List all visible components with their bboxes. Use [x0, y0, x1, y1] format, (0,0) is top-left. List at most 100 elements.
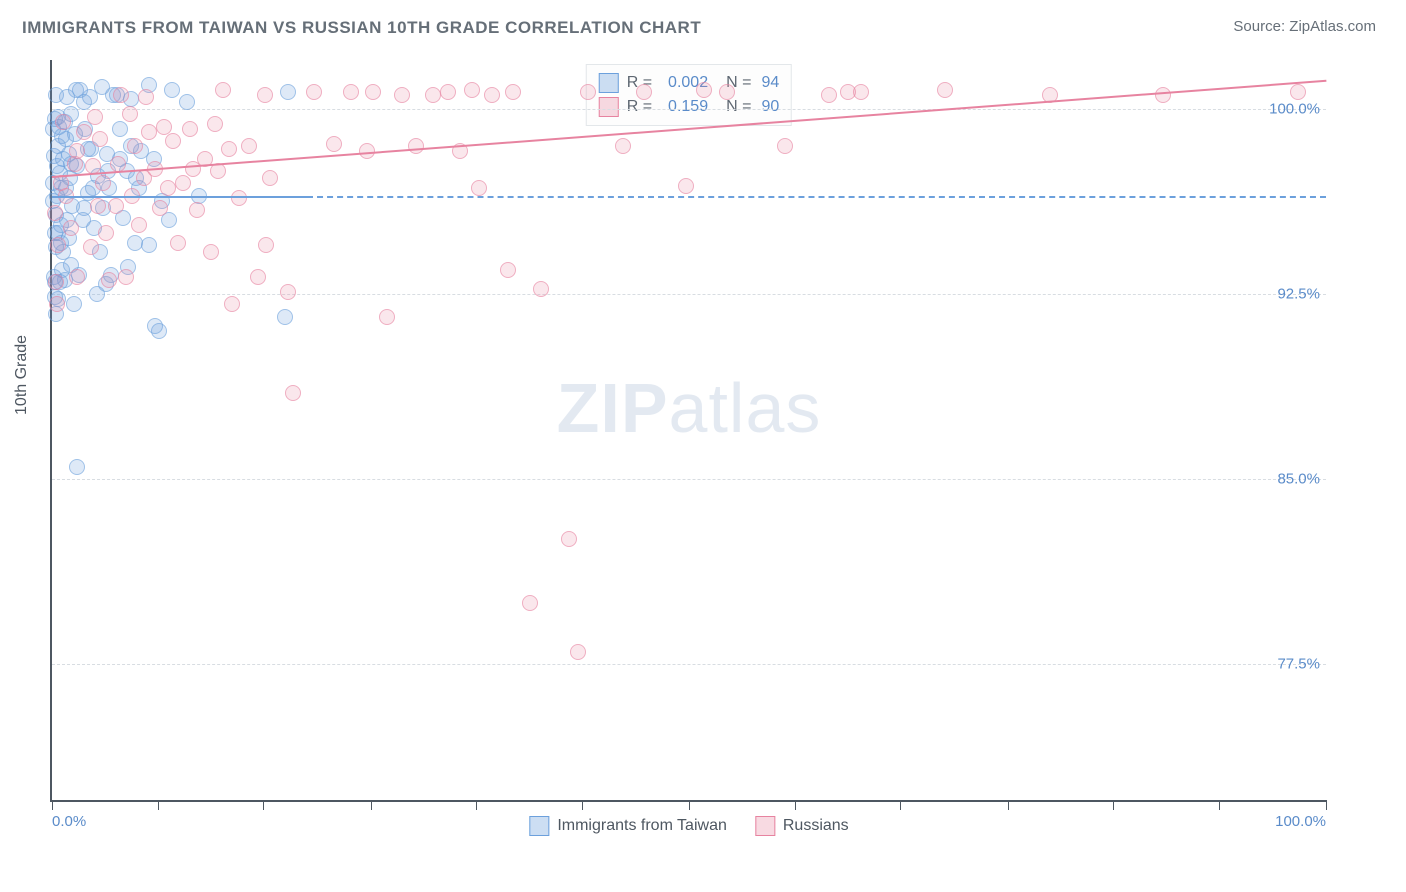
scatter-point: [160, 180, 176, 196]
x-tick: [689, 800, 690, 810]
scatter-point: [522, 595, 538, 611]
scatter-point: [92, 131, 108, 147]
plot-area: ZIPatlas R = 0.002 N = 94 R = 0.159 N = …: [50, 60, 1326, 802]
scatter-point: [484, 87, 500, 103]
y-tick-label: 77.5%: [1277, 656, 1320, 673]
scatter-point: [170, 235, 186, 251]
scatter-point: [224, 296, 240, 312]
scatter-point: [69, 269, 85, 285]
y-tick-label: 92.5%: [1277, 286, 1320, 303]
trend-line: [52, 196, 307, 198]
x-tick: [476, 800, 477, 810]
scatter-point: [365, 84, 381, 100]
scatter-point: [48, 274, 64, 290]
scatter-point: [50, 237, 66, 253]
scatter-point: [580, 84, 596, 100]
scatter-point: [138, 89, 154, 105]
swatch-russian: [599, 97, 619, 117]
scatter-point: [561, 531, 577, 547]
scatter-point: [76, 124, 92, 140]
scatter-point: [182, 121, 198, 137]
scatter-point: [500, 262, 516, 278]
x-tick: [582, 800, 583, 810]
scatter-point: [152, 200, 168, 216]
scatter-point: [277, 309, 293, 325]
x-tick: [52, 800, 53, 810]
gridline: [52, 664, 1326, 665]
scatter-point: [425, 87, 441, 103]
scatter-point: [110, 156, 126, 172]
y-axis-label: 10th Grade: [13, 335, 31, 415]
x-tick: [900, 800, 901, 810]
scatter-point: [464, 82, 480, 98]
scatter-point: [221, 141, 237, 157]
scatter-point: [122, 106, 138, 122]
scatter-point: [471, 180, 487, 196]
legend-swatch-russian: [755, 816, 775, 836]
x-axis-max-label: 100.0%: [1275, 813, 1326, 830]
scatter-point: [127, 138, 143, 154]
scatter-point: [408, 138, 424, 154]
scatter-point: [49, 296, 65, 312]
scatter-point: [250, 269, 266, 285]
chart-title: IMMIGRANTS FROM TAIWAN VS RUSSIAN 10TH G…: [22, 18, 701, 38]
scatter-point: [777, 138, 793, 154]
scatter-point: [98, 225, 114, 241]
scatter-point: [151, 323, 167, 339]
y-tick-label: 100.0%: [1269, 101, 1320, 118]
scatter-point: [678, 178, 694, 194]
x-tick: [795, 800, 796, 810]
scatter-point: [185, 161, 201, 177]
scatter-point: [241, 138, 257, 154]
scatter-point: [262, 170, 278, 186]
scatter-point: [636, 84, 652, 100]
x-tick: [1219, 800, 1220, 810]
scatter-point: [615, 138, 631, 154]
scatter-point: [326, 136, 342, 152]
scatter-point: [141, 124, 157, 140]
scatter-point: [83, 239, 99, 255]
legend-row-taiwan: R = 0.002 N = 94: [599, 71, 779, 95]
scatter-point: [47, 205, 63, 221]
chart-legend: Immigrants from Taiwan Russians: [529, 816, 848, 836]
legend-row-russian: R = 0.159 N = 90: [599, 95, 779, 119]
correlation-legend: R = 0.002 N = 94 R = 0.159 N = 90: [586, 64, 792, 126]
scatter-point: [112, 121, 128, 137]
scatter-point: [95, 175, 111, 191]
scatter-point: [66, 296, 82, 312]
scatter-point: [94, 79, 110, 95]
scatter-point: [696, 82, 712, 98]
scatter-point: [257, 87, 273, 103]
scatter-point: [505, 84, 521, 100]
gridline: [52, 479, 1326, 480]
watermark: ZIPatlas: [557, 368, 822, 448]
scatter-point: [853, 84, 869, 100]
scatter-point: [440, 84, 456, 100]
scatter-point: [207, 116, 223, 132]
scatter-point: [719, 84, 735, 100]
scatter-point: [258, 237, 274, 253]
y-tick-label: 85.0%: [1277, 471, 1320, 488]
scatter-point: [136, 170, 152, 186]
x-tick: [1326, 800, 1327, 810]
scatter-point: [63, 220, 79, 236]
scatter-point: [48, 87, 64, 103]
legend-item-russian: Russians: [755, 816, 849, 836]
trend-line: [307, 196, 1326, 198]
x-tick: [371, 800, 372, 810]
scatter-point: [306, 84, 322, 100]
x-tick: [158, 800, 159, 810]
x-axis-min-label: 0.0%: [52, 813, 86, 830]
scatter-point: [165, 133, 181, 149]
scatter-point: [101, 272, 117, 288]
scatter-point: [179, 94, 195, 110]
scatter-point: [108, 198, 124, 214]
scatter-point: [156, 119, 172, 135]
scatter-point: [215, 82, 231, 98]
scatter-point: [280, 84, 296, 100]
gridline: [52, 109, 1326, 110]
scatter-point: [164, 82, 180, 98]
scatter-point: [937, 82, 953, 98]
scatter-point: [203, 244, 219, 260]
scatter-point: [285, 385, 301, 401]
